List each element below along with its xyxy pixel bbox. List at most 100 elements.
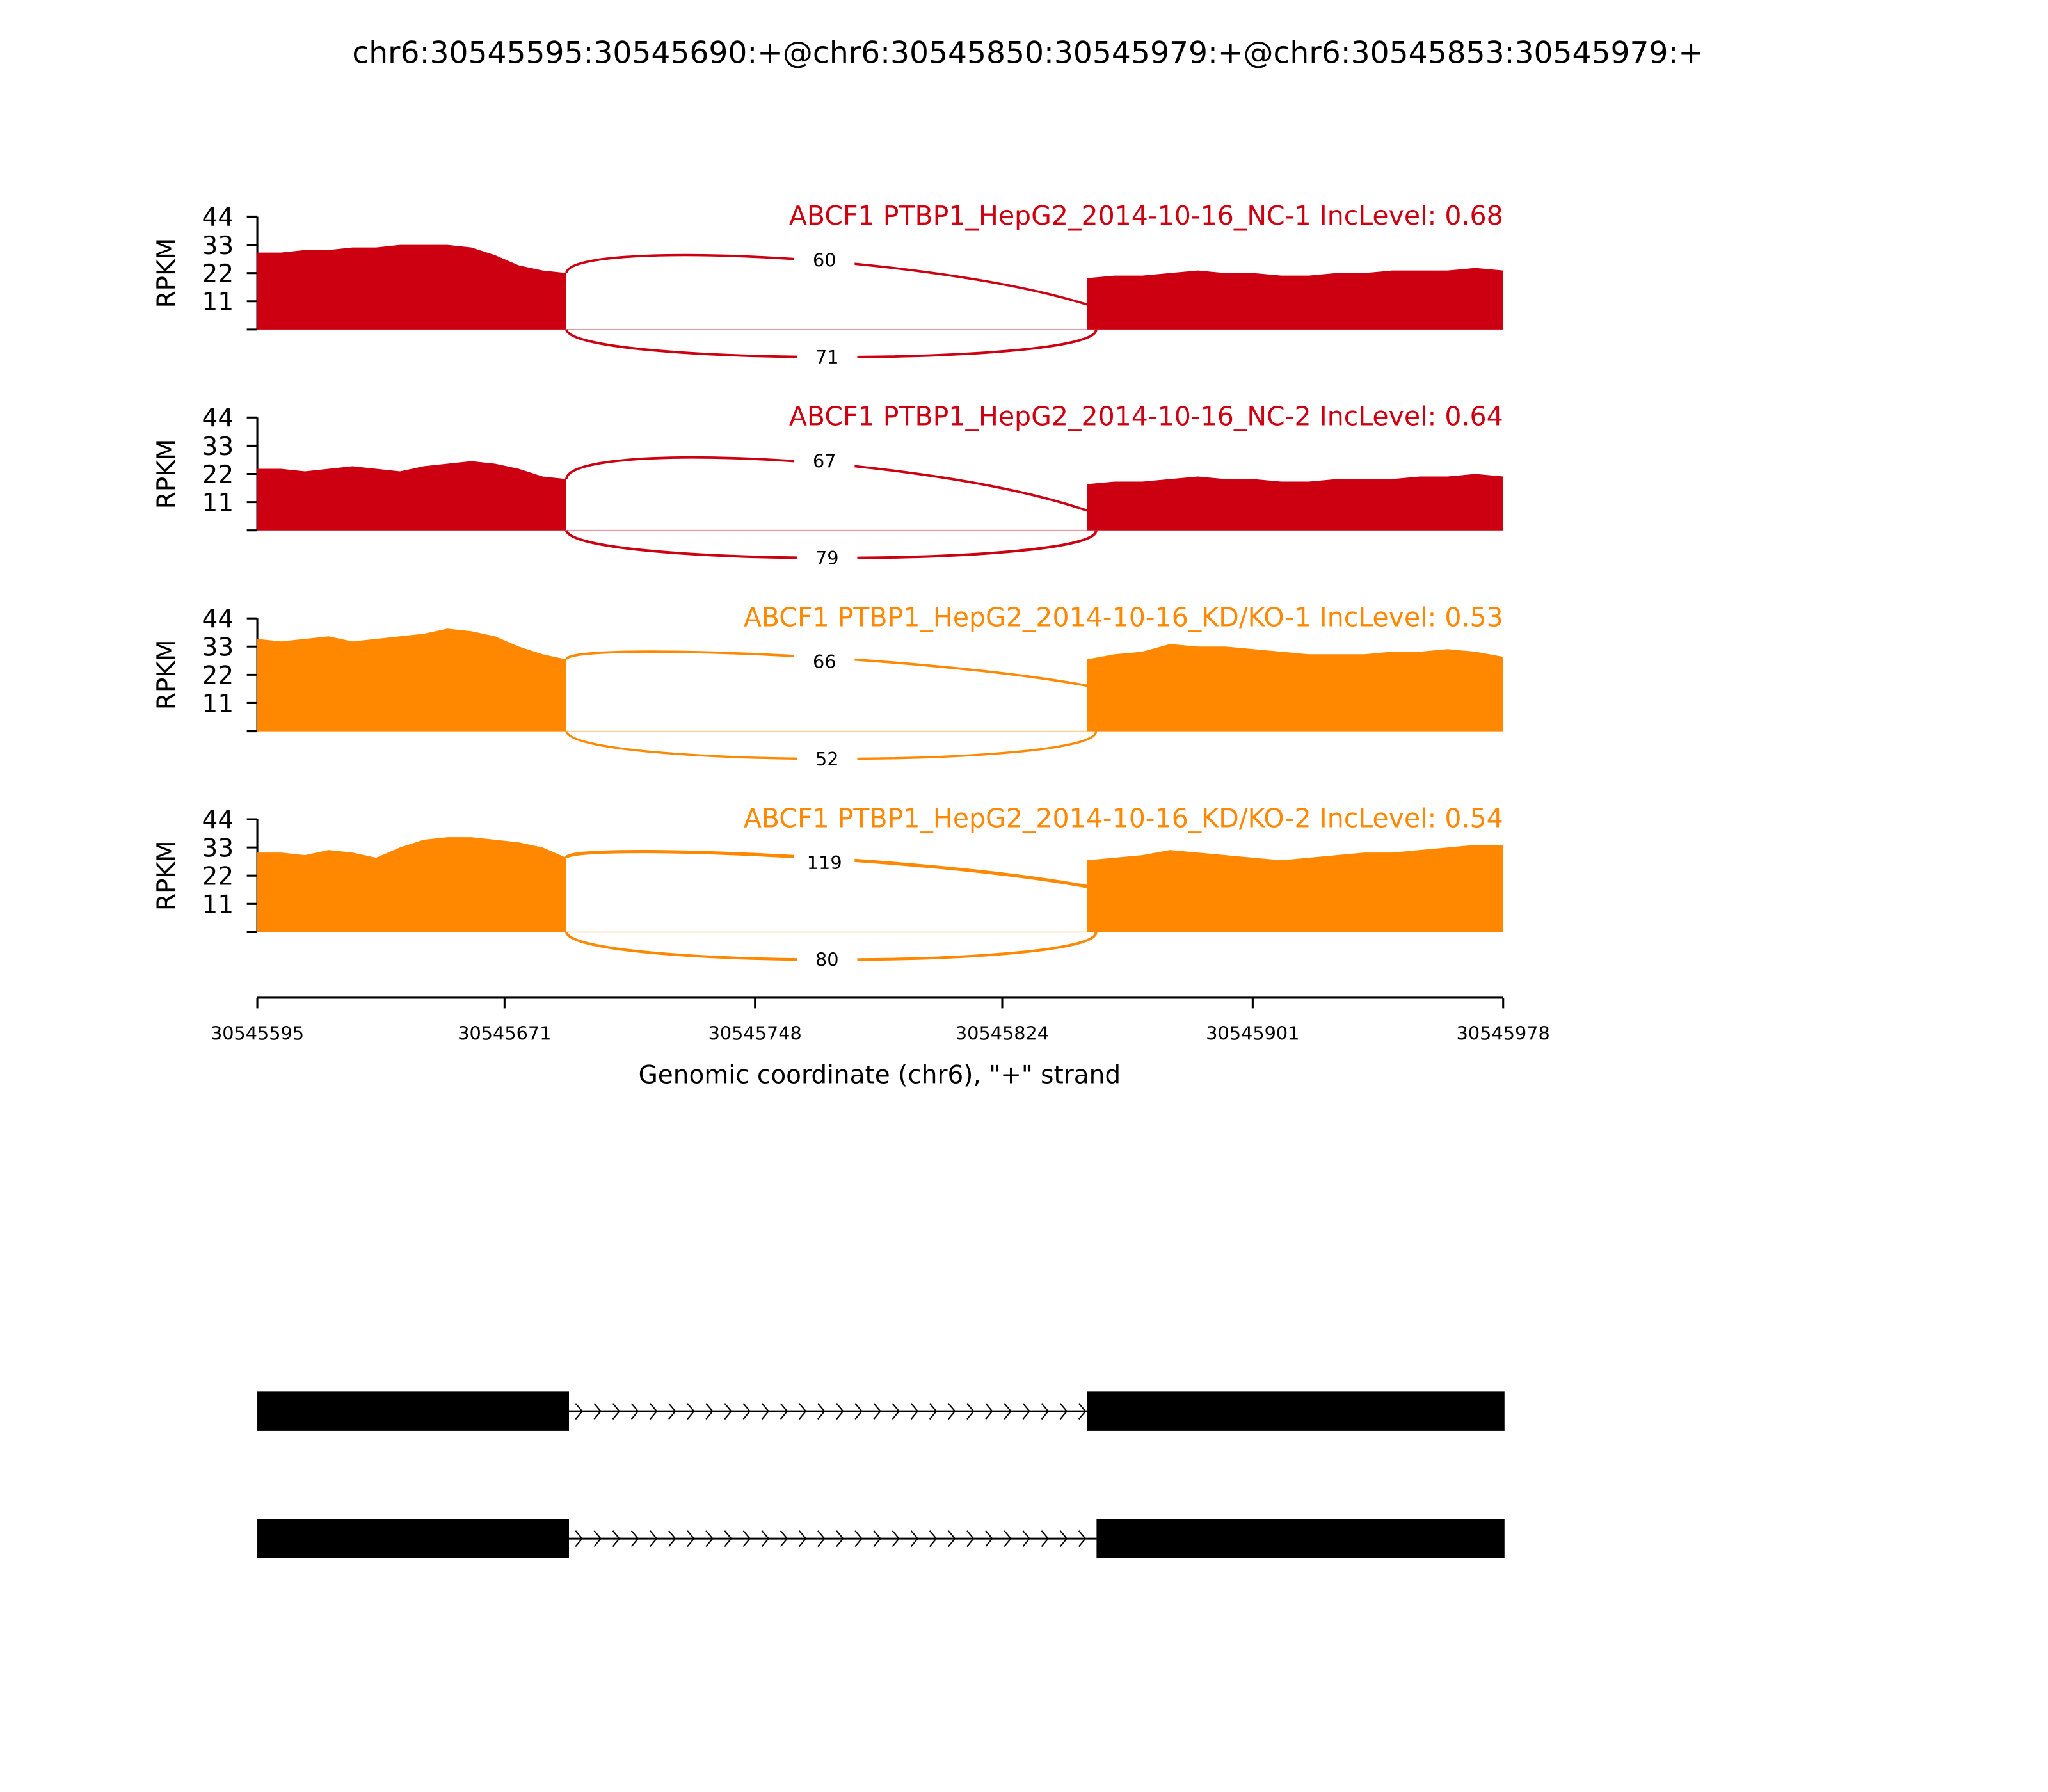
x-axis-label: Genomic coordinate (chr6), "+" strand bbox=[639, 1060, 1121, 1089]
gene-model-1 bbox=[257, 1391, 1505, 1431]
x-tick-label: 30545595 bbox=[211, 1023, 304, 1044]
junction-label-bg bbox=[797, 946, 858, 973]
strand-arrow-icon bbox=[985, 1530, 993, 1548]
y-tick-label: 11 bbox=[202, 288, 234, 317]
y-tick-label: 33 bbox=[202, 634, 234, 662]
junction-label-bg bbox=[794, 647, 855, 674]
strand-arrow-icon bbox=[668, 1530, 676, 1548]
y-tick-label: 44 bbox=[202, 806, 234, 835]
strand-arrow-icon bbox=[799, 1530, 807, 1548]
x-tick-label: 30545824 bbox=[956, 1023, 1049, 1044]
strand-arrow-icon bbox=[705, 1530, 714, 1548]
strand-arrow-icon bbox=[799, 1403, 807, 1420]
strand-arrow-icon bbox=[1078, 1403, 1087, 1420]
strand-arrow-icon bbox=[966, 1530, 975, 1548]
strand-arrow-icon bbox=[649, 1530, 658, 1548]
y-tick-label: 33 bbox=[202, 834, 234, 863]
coverage-area-exon2 bbox=[1087, 474, 1503, 531]
strand-arrow-icon bbox=[1059, 1403, 1068, 1420]
exon-box bbox=[257, 1391, 570, 1431]
y-axis-label: RPKM bbox=[152, 238, 181, 308]
y-tick-label: 22 bbox=[202, 863, 234, 892]
track-label: ABCF1 PTBP1_HepG2_2014-10-16_NC-1 IncLev… bbox=[789, 200, 1503, 231]
junction-count-below: 71 bbox=[815, 346, 839, 368]
y-tick-label: 33 bbox=[202, 232, 234, 260]
junction-count-above: 66 bbox=[813, 651, 836, 673]
track-label: ABCF1 PTBP1_HepG2_2014-10-16_NC-2 IncLev… bbox=[789, 401, 1503, 432]
x-tick-label: 30545748 bbox=[708, 1023, 802, 1044]
strand-arrow-icon bbox=[630, 1530, 639, 1548]
strand-arrow-icon bbox=[1004, 1530, 1012, 1548]
y-tick-label: 44 bbox=[202, 605, 234, 634]
strand-arrow-icon bbox=[985, 1403, 993, 1420]
junction-count-below: 80 bbox=[815, 949, 839, 971]
chart-title: chr6:30545595:30545690:+@chr6:30545850:3… bbox=[352, 35, 1704, 70]
strand-arrow-icon bbox=[668, 1403, 676, 1420]
strand-arrow-icon bbox=[1022, 1530, 1030, 1548]
strand-arrow-icon bbox=[724, 1403, 732, 1420]
coverage-area-exon2 bbox=[1087, 268, 1503, 330]
track-label: ABCF1 PTBP1_HepG2_2014-10-16_KD/KO-1 Inc… bbox=[744, 602, 1503, 632]
junction-arc-above bbox=[565, 456, 1087, 512]
strand-arrow-icon bbox=[612, 1403, 621, 1420]
y-tick-label: 11 bbox=[202, 891, 234, 920]
x-axis: 30545595 30545671 30545748 30545824 30545901… bbox=[211, 996, 1550, 1044]
strand-arrow-icon bbox=[649, 1403, 658, 1420]
track-label: ABCF1 PTBP1_HepG2_2014-10-16_KD/KO-2 Inc… bbox=[744, 803, 1503, 833]
strand-arrow-icon bbox=[854, 1530, 863, 1548]
junction-count-below: 52 bbox=[815, 748, 839, 770]
strand-arrow-icon bbox=[873, 1403, 881, 1420]
junction-arc-above bbox=[564, 850, 1087, 888]
junction-label-bg bbox=[797, 746, 858, 772]
junction-arc-above bbox=[565, 253, 1087, 306]
coverage-area-exon1 bbox=[257, 244, 566, 330]
y-tick-label: 22 bbox=[202, 260, 234, 289]
strand-arrow-icon bbox=[630, 1403, 639, 1420]
strand-arrow-icon bbox=[836, 1403, 844, 1420]
strand-arrow-icon bbox=[593, 1530, 602, 1548]
junction-count-above: 67 bbox=[813, 450, 836, 472]
strand-arrow-icon bbox=[873, 1530, 881, 1548]
y-axis-label: RPKM bbox=[152, 840, 181, 911]
y-tick-label: 33 bbox=[202, 433, 234, 461]
junction-label-bg bbox=[794, 245, 855, 272]
strand-arrow-icon bbox=[910, 1403, 919, 1420]
strand-arrow-icon bbox=[948, 1530, 956, 1548]
strand-arrow-icon bbox=[854, 1403, 863, 1420]
gene-model-2 bbox=[257, 1519, 1505, 1558]
junction-label-bg bbox=[797, 344, 858, 371]
strand-arrow-icon bbox=[687, 1530, 695, 1548]
strand-arrow-icon bbox=[1041, 1530, 1050, 1548]
strand-arrow-icon bbox=[742, 1403, 751, 1420]
coverage-area-exon1 bbox=[257, 461, 566, 531]
strand-arrow-icon bbox=[892, 1403, 900, 1420]
strand-arrow-icon bbox=[892, 1530, 900, 1548]
strand-arrow-icon bbox=[817, 1403, 826, 1420]
strand-arrow-icon bbox=[724, 1530, 732, 1548]
strand-arrow-icon bbox=[929, 1530, 938, 1548]
strand-arrow-icon bbox=[761, 1403, 770, 1420]
y-axis-label: RPKM bbox=[152, 439, 181, 509]
x-tick-label: 30545901 bbox=[1206, 1023, 1299, 1044]
y-tick-label: 22 bbox=[202, 461, 234, 490]
strand-arrow-icon bbox=[1022, 1403, 1030, 1420]
junction-count-above: 60 bbox=[813, 249, 836, 271]
strand-arrow-icon bbox=[612, 1530, 621, 1548]
strand-arrow-icon bbox=[817, 1530, 826, 1548]
coverage-area-exon1 bbox=[257, 628, 566, 732]
junction-label-bg bbox=[794, 446, 855, 473]
y-axis-label: RPKM bbox=[152, 639, 181, 710]
strand-arrow-icon bbox=[1059, 1530, 1068, 1548]
coverage-area-exon2 bbox=[1087, 644, 1503, 732]
strand-arrow-icon bbox=[780, 1403, 788, 1420]
strand-arrow-icon bbox=[948, 1403, 956, 1420]
strand-arrow-icon bbox=[575, 1403, 583, 1420]
strand-arrow-icon bbox=[1004, 1403, 1012, 1420]
junction-count-below: 79 bbox=[815, 547, 839, 569]
strand-arrow-icon bbox=[1041, 1403, 1050, 1420]
